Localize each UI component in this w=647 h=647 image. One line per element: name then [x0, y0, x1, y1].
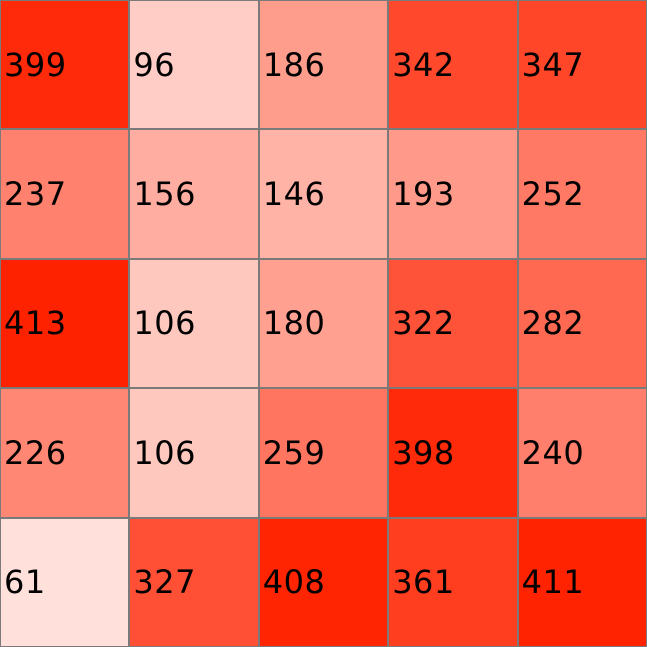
heatmap-cell: 282: [517, 258, 647, 389]
heatmap-cell: 322: [388, 258, 518, 389]
cell-value-label: 252: [521, 175, 585, 214]
cell-value-label: 96: [133, 45, 176, 84]
heatmap-cell: 408: [258, 517, 389, 647]
cell-value-label: 347: [521, 45, 585, 84]
heatmap-cell: 398: [388, 388, 518, 518]
cell-value-label: 361: [392, 563, 455, 602]
heatmap-cell: 413: [0, 258, 130, 389]
cell-value-label: 413: [4, 304, 67, 343]
cell-value-label: 156: [133, 175, 196, 214]
cell-value-label: 61: [4, 563, 46, 602]
cell-value-label: 408: [262, 563, 326, 602]
heatmap-cell: 411: [517, 517, 647, 647]
heatmap-cell: 146: [258, 129, 389, 259]
heatmap-cell: 226: [0, 388, 130, 518]
heatmap-cell: 347: [517, 0, 647, 130]
heatmap-cell: 106: [129, 258, 259, 389]
heatmap-cell: 327: [129, 517, 259, 647]
cell-value-label: 322: [392, 304, 455, 343]
heatmap-cell: 106: [129, 388, 259, 518]
cell-value-label: 327: [133, 563, 196, 602]
heatmap-cell: 252: [517, 129, 647, 259]
heatmap-cell: 240: [517, 388, 647, 518]
heatmap-cell: 61: [0, 517, 130, 647]
heatmap-cell: 193: [388, 129, 518, 259]
cell-value-label: 180: [262, 304, 326, 343]
cell-value-label: 282: [521, 304, 585, 343]
heatmap-cell: 237: [0, 129, 130, 259]
cell-value-label: 398: [392, 433, 455, 472]
heatmap-cell: 259: [258, 388, 389, 518]
heatmap-cell: 156: [129, 129, 259, 259]
cell-value-label: 106: [133, 433, 196, 472]
cell-value-label: 399: [4, 45, 67, 84]
cell-value-label: 259: [262, 433, 326, 472]
heatmap-cell: 186: [258, 0, 389, 130]
cell-value-label: 411: [521, 563, 585, 602]
cell-value-label: 146: [262, 175, 326, 214]
cell-value-label: 193: [392, 175, 455, 214]
heatmap-cell: 399: [0, 0, 130, 130]
cell-value-label: 342: [392, 45, 455, 84]
cell-value-label: 237: [4, 175, 67, 214]
heatmap-cell: 180: [258, 258, 389, 389]
heatmap-cell: 361: [388, 517, 518, 647]
cell-value-label: 226: [4, 433, 67, 472]
cell-value-label: 106: [133, 304, 196, 343]
heatmap-cell: 342: [388, 0, 518, 130]
heatmap-cell: 96: [129, 0, 259, 130]
cell-value-label: 240: [521, 433, 585, 472]
cell-value-label: 186: [262, 45, 326, 84]
